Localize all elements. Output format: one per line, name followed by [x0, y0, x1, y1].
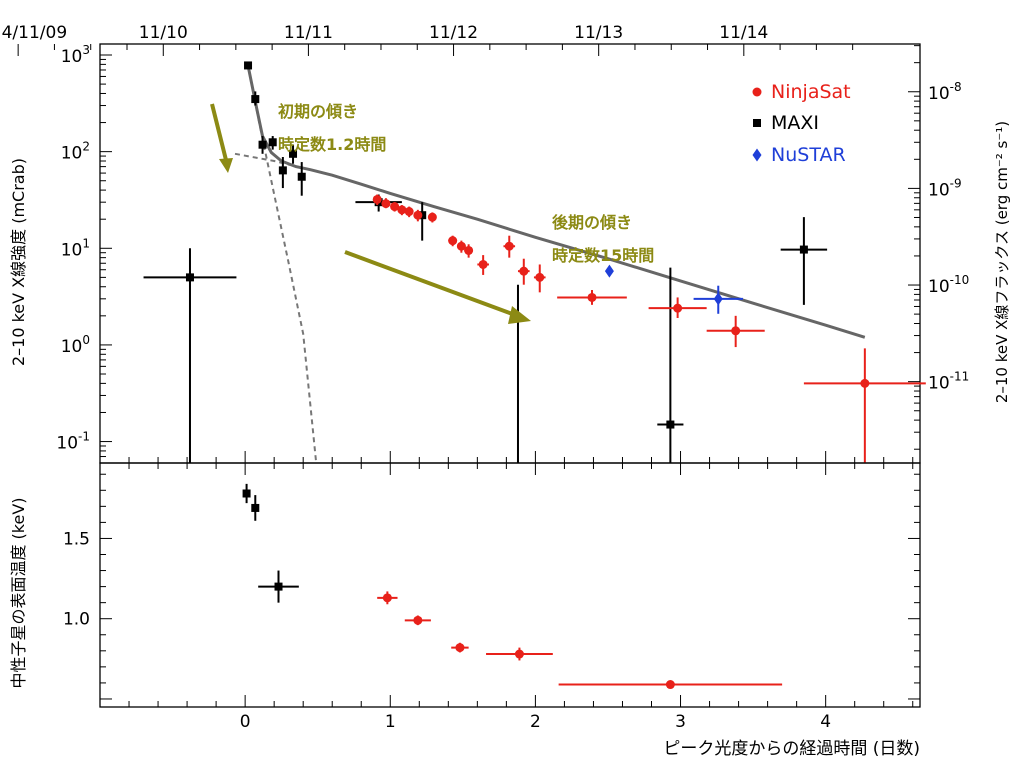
late-component-dashed [234, 152, 333, 177]
data-point-ninjasat [382, 593, 392, 603]
data-point-maxi [244, 61, 253, 70]
x-tick-label: 0 [240, 712, 251, 732]
upper-right-tick-label: 10-9 [928, 176, 962, 200]
x-tick-label: 4 [820, 712, 831, 732]
lower-y-tick-label: 1.5 [63, 529, 90, 549]
annotation-early: 初期の傾き 時定数1.2時間 [210, 102, 386, 173]
top-axis-date-label: 11/10 [139, 23, 188, 43]
data-point-ninjasat [381, 199, 391, 209]
annotation-late-line2: 時定数15時間 [552, 246, 654, 265]
early-component-dashed [247, 65, 318, 464]
top-axis-date-label: 11/11 [284, 23, 333, 43]
top-axis-date-label: 11/14 [719, 23, 768, 43]
lower-axis-ticks: 0 1 2 3 4 1.0 1.5 [63, 463, 920, 732]
data-point-maxi [242, 489, 251, 498]
data-point-ninjasat [731, 326, 741, 336]
data-point-ninjasat [514, 649, 524, 659]
legend-label: MAXI [771, 112, 819, 134]
data-point-ninjasat [665, 680, 675, 690]
legend: NinjaSat MAXI NuSTAR [752, 81, 851, 166]
data-point-maxi [799, 245, 808, 254]
annotation-late: 後期の傾き 時定数15時間 [344, 213, 654, 324]
upper-axis-ticks: 10-1 100 101 102 103 10-11 10-10 10-9 10-8 [56, 43, 969, 464]
annotation-early-line1: 初期の傾き [278, 102, 358, 121]
top-axis-date-label: 2024/11/09 [0, 23, 67, 43]
data-point-maxi [297, 172, 306, 181]
model-curve [246, 65, 866, 339]
annotation-late-arrowhead [508, 306, 531, 324]
top-axis-date-label: 11/13 [574, 23, 623, 43]
data-point-maxi [251, 95, 260, 104]
x-tick-label: 1 [385, 712, 396, 732]
data-point-ninjasat [448, 236, 458, 246]
data-point-maxi [278, 166, 287, 175]
annotation-early-arrow [210, 103, 228, 161]
data-point-ninjasat [413, 210, 423, 220]
data-point-maxi [289, 149, 298, 158]
data-point-maxi [753, 119, 761, 127]
data-point-maxi [185, 273, 194, 282]
top-date-axis: 2024/11/09 11/10 11/11 11/12 11/13 11/14 [0, 23, 854, 56]
lower-y-axis-label: 中性子星の表面温度 (keV) [9, 497, 28, 688]
lower-data-points [242, 483, 783, 690]
right-y-axis-label: 2–10 keV X線フラックス (erg cm⁻² s⁻¹) [993, 121, 1011, 403]
x-axis-label: ピーク光度からの経過時間 (日数) [663, 739, 920, 759]
data-point-ninjasat [456, 241, 466, 251]
annotation-late-line1: 後期の傾き [552, 213, 632, 232]
data-point-ninjasat [397, 205, 407, 215]
legend-label: NinjaSat [771, 81, 851, 103]
data-point-nustar [752, 148, 762, 162]
upper-right-tick-label: 10-10 [928, 273, 969, 297]
data-point-ninjasat [535, 272, 545, 282]
data-point-ninjasat [372, 194, 382, 204]
data-point-ninjasat [413, 615, 423, 625]
data-point-nustar [713, 292, 723, 306]
data-point-ninjasat [404, 207, 414, 217]
x-tick-label: 3 [675, 712, 686, 732]
upper-y-tick-label: 103 [61, 43, 90, 67]
annotation-late-arrow [344, 250, 516, 317]
legend-label: NuSTAR [771, 144, 846, 166]
upper-y-axis-label: 2–10 keV X線強度 (mCrab) [9, 158, 28, 366]
x-tick-label: 2 [530, 712, 541, 732]
upper-y-tick-label: 102 [61, 140, 90, 164]
data-point-ninjasat [455, 643, 465, 653]
upper-right-tick-label: 10-8 [928, 80, 962, 104]
lower-frame [99, 462, 921, 708]
data-point-maxi [666, 420, 675, 429]
annotation-early-line2: 時定数1.2時間 [278, 135, 386, 154]
data-point-ninjasat [464, 245, 474, 255]
data-point-ninjasat [390, 202, 400, 212]
data-point-ninjasat [860, 378, 870, 388]
upper-right-tick-label: 10-11 [928, 370, 969, 394]
data-point-ninjasat [752, 87, 762, 97]
data-point-ninjasat [519, 266, 529, 276]
data-point-ninjasat [427, 212, 437, 222]
annotation-early-arrowhead [219, 158, 233, 173]
upper-y-tick-label: 10-1 [56, 430, 90, 454]
data-point-maxi [268, 138, 277, 147]
data-point-ninjasat [478, 259, 488, 269]
data-point-ninjasat [587, 292, 597, 302]
lower-y-tick-label: 1.0 [63, 610, 90, 630]
data-point-ninjasat [673, 303, 683, 313]
data-point-ninjasat [504, 241, 514, 251]
upper-model-curves [234, 65, 866, 464]
upper-y-tick-label: 100 [61, 333, 90, 357]
data-point-maxi [274, 582, 283, 591]
data-point-maxi [251, 503, 260, 512]
data-point-nustar [604, 264, 614, 278]
data-point-maxi [258, 140, 267, 149]
upper-y-tick-label: 101 [61, 236, 90, 260]
lower-panel: 0 1 2 3 4 1.0 1.5 [63, 462, 921, 732]
top-axis-date-label: 11/12 [429, 23, 478, 43]
